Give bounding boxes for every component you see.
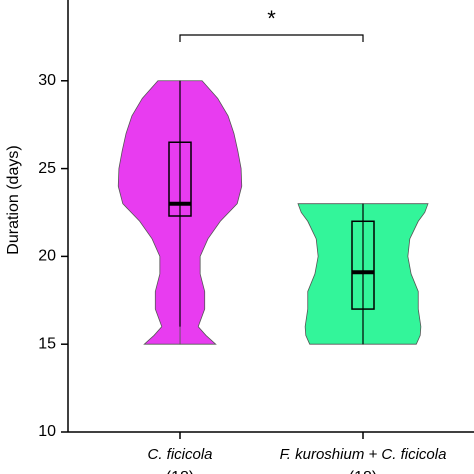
x-tick-label: C. ficicola [147, 446, 212, 463]
y-tick-label: 30 [38, 72, 56, 89]
sample-size: (18) [166, 469, 194, 474]
y-axis-label: Duration (days) [5, 145, 22, 254]
violin-half [117, 80, 181, 345]
y-tick-label: 15 [38, 335, 56, 352]
significance-label: * [267, 6, 276, 31]
significance-bracket [179, 34, 364, 42]
box [168, 141, 192, 217]
violin-half [297, 203, 364, 345]
x-tick-label: F. kuroshium + C. ficicola [280, 446, 447, 463]
y-tick-label: 25 [38, 160, 56, 177]
sample-size: (18) [349, 469, 377, 474]
y-tick-label: 10 [38, 423, 56, 440]
violin-half [362, 203, 429, 345]
violin-half [179, 80, 243, 345]
y-tick-label: 20 [38, 248, 56, 265]
box [351, 220, 375, 310]
